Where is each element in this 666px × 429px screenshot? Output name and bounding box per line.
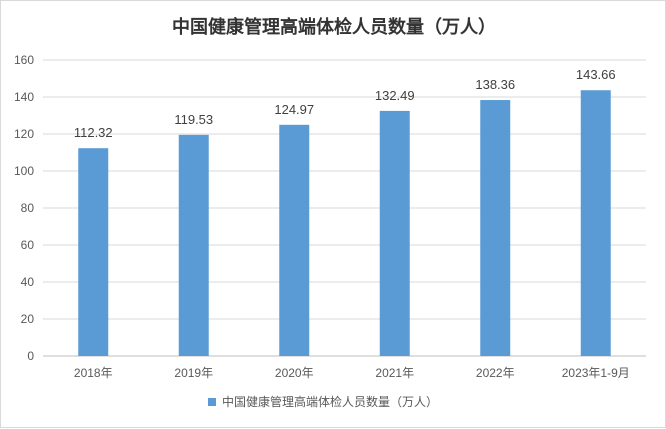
x-tick-label: 2018年 <box>74 366 113 380</box>
x-tick-label: 2020年 <box>275 366 314 380</box>
bar <box>480 100 511 356</box>
legend: 中国健康管理高端体检人员数量（万人） <box>208 394 438 409</box>
data-label: 143.66 <box>576 67 616 82</box>
data-label: 132.49 <box>375 88 415 103</box>
y-axis-ticks: 0 20 40 60 80 100 120 140 160 <box>14 53 34 363</box>
data-label: 112.32 <box>74 125 113 140</box>
y-tick-label: 20 <box>21 312 35 326</box>
chart-title: 中国健康管理高端体检人员数量（万人） <box>172 16 496 38</box>
x-tick-label: 2019年 <box>174 366 213 380</box>
y-tick-label: 80 <box>21 201 35 215</box>
y-tick-label: 60 <box>21 238 35 252</box>
x-tick-label: 2021年 <box>375 366 414 380</box>
legend-label: 中国健康管理高端体检人员数量（万人） <box>222 394 438 409</box>
y-tick-label: 0 <box>27 349 34 363</box>
bar <box>379 110 410 357</box>
y-tick-label: 40 <box>21 275 35 289</box>
data-label: 138.36 <box>475 77 515 92</box>
x-axis-ticks: 2018年 2019年 2020年 2021年 2022年 2023年1-9月 <box>74 366 630 380</box>
y-tick-label: 160 <box>14 53 34 67</box>
bar <box>580 90 611 356</box>
x-tick-label: 2022年 <box>476 366 515 380</box>
bars: 112.32 119.53 124.97 132.49 138.36 143.66 <box>74 67 616 357</box>
y-tick-label: 120 <box>14 127 34 141</box>
bar <box>78 148 109 356</box>
data-label: 119.53 <box>174 112 213 127</box>
data-label: 124.97 <box>274 102 314 117</box>
bar <box>178 134 209 356</box>
x-tick-label: 2023年1-9月 <box>562 366 630 380</box>
bar <box>279 124 310 356</box>
y-tick-label: 140 <box>14 90 34 104</box>
legend-swatch <box>208 398 216 406</box>
gridlines <box>43 59 646 357</box>
y-tick-label: 100 <box>14 164 34 178</box>
